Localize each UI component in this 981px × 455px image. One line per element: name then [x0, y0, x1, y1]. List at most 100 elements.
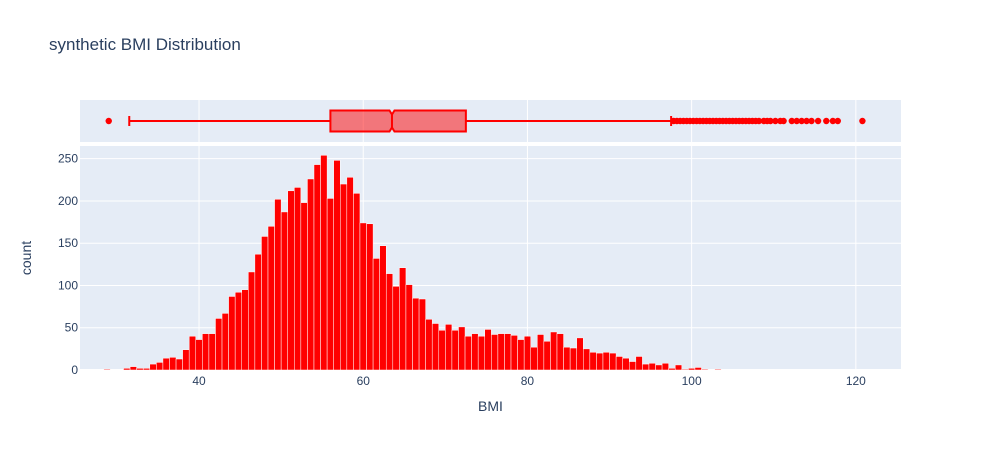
histogram-bar	[366, 223, 374, 371]
histogram-bar	[392, 286, 400, 371]
histogram-bar	[287, 190, 295, 371]
histogram-bar	[688, 368, 696, 371]
histogram-bar	[182, 349, 190, 371]
histogram-bar	[668, 368, 676, 371]
x-tick-label: 80	[521, 374, 535, 388]
histogram-bar	[543, 341, 551, 371]
x-tick-labels: 40 60 80 100 120	[192, 374, 866, 388]
histogram-bar	[221, 313, 229, 371]
histogram-bar	[530, 346, 538, 371]
histogram-bar	[537, 334, 545, 371]
histogram-bar	[694, 367, 702, 371]
box-outlier-point	[772, 117, 779, 125]
histogram-bar	[307, 178, 315, 371]
histogram-bar	[280, 211, 288, 371]
box-outlier-point	[755, 117, 763, 125]
histogram-bar	[359, 222, 367, 371]
histogram-bars	[103, 155, 722, 371]
histogram-bar	[162, 357, 170, 371]
histogram-bar	[477, 335, 486, 371]
histogram-bar	[228, 296, 236, 371]
histogram-bar	[458, 326, 466, 371]
histogram-bar	[346, 177, 354, 371]
histogram-bar	[661, 362, 669, 371]
y-tick-label: 100	[58, 278, 78, 292]
y-tick-label: 0	[71, 363, 78, 377]
box-outlier-point	[105, 117, 112, 125]
histogram-bar	[445, 324, 453, 371]
histogram-bar	[320, 155, 328, 371]
histogram-bar	[123, 368, 131, 371]
x-tick-label: 120	[846, 374, 866, 388]
histogram-bar	[674, 364, 683, 371]
histogram-bar	[300, 202, 308, 371]
chart-title: synthetic BMI Distribution	[49, 35, 241, 54]
histogram-bar	[622, 357, 630, 371]
histogram-bar	[234, 291, 242, 371]
histogram-bar	[628, 361, 637, 371]
y-tick-label: 150	[58, 236, 78, 250]
histogram-bar	[241, 289, 249, 371]
histogram-bar	[142, 368, 151, 371]
histogram-bar	[431, 323, 440, 371]
box-plot	[105, 109, 866, 133]
histogram-bar	[648, 362, 656, 371]
x-tick-label: 40	[192, 374, 206, 388]
histogram-bar	[438, 330, 446, 371]
y-tick-labels: 0 50 100 150 200 250	[58, 152, 78, 377]
histogram-bar	[202, 333, 210, 371]
histogram-bar	[313, 164, 321, 371]
box-outlier-point	[803, 117, 810, 125]
box-outlier-point	[780, 117, 787, 125]
histogram-bar	[635, 356, 643, 371]
histogram-bar	[169, 357, 177, 371]
histogram-bar	[569, 347, 577, 371]
histogram-bar	[136, 368, 144, 371]
histogram-bar	[129, 366, 137, 371]
x-tick-label: 60	[357, 374, 371, 388]
histogram-bar	[464, 335, 472, 371]
histogram-bar	[484, 329, 492, 371]
histogram-bar	[602, 351, 610, 371]
histogram-bar	[609, 352, 617, 371]
histogram-bar	[412, 297, 420, 371]
histogram-bar	[425, 319, 433, 371]
histogram-bar	[340, 183, 348, 371]
histogram-bar	[556, 333, 564, 371]
histogram-bar	[589, 351, 597, 371]
histogram-bar	[248, 271, 256, 371]
histogram-bar	[714, 368, 722, 371]
histogram-bar	[583, 348, 591, 371]
histogram-bar	[701, 368, 709, 371]
histogram-bar	[379, 245, 387, 371]
x-axis-title: BMI	[478, 398, 503, 414]
histogram-bar	[385, 273, 394, 371]
histogram-bar	[504, 333, 512, 371]
histogram-bar	[497, 333, 505, 371]
histogram-bar	[399, 267, 407, 371]
histogram-bar	[261, 236, 269, 371]
histogram-bar	[596, 352, 604, 371]
histogram-bar	[188, 335, 197, 371]
y-axis-title: count	[18, 241, 34, 275]
box-outlier-point	[767, 117, 774, 125]
histogram-bar	[451, 330, 459, 371]
histogram-bar	[274, 199, 282, 371]
box-outlier-point	[834, 117, 841, 125]
histogram-bar	[353, 193, 361, 371]
box-outlier-point	[814, 117, 822, 125]
x-tick-label: 100	[682, 374, 702, 388]
y-tick-label: 250	[58, 152, 78, 166]
y-tick-label: 50	[65, 321, 79, 335]
histogram-bar	[491, 334, 499, 371]
box-outlier-point	[793, 117, 800, 125]
histogram-bar	[681, 368, 689, 371]
histogram-bar	[333, 160, 341, 371]
histogram-bar	[149, 363, 157, 371]
histogram-bar	[254, 253, 262, 371]
histogram-bar	[326, 198, 334, 371]
y-tick-label: 200	[58, 194, 78, 208]
box-outlier-point	[788, 117, 796, 125]
